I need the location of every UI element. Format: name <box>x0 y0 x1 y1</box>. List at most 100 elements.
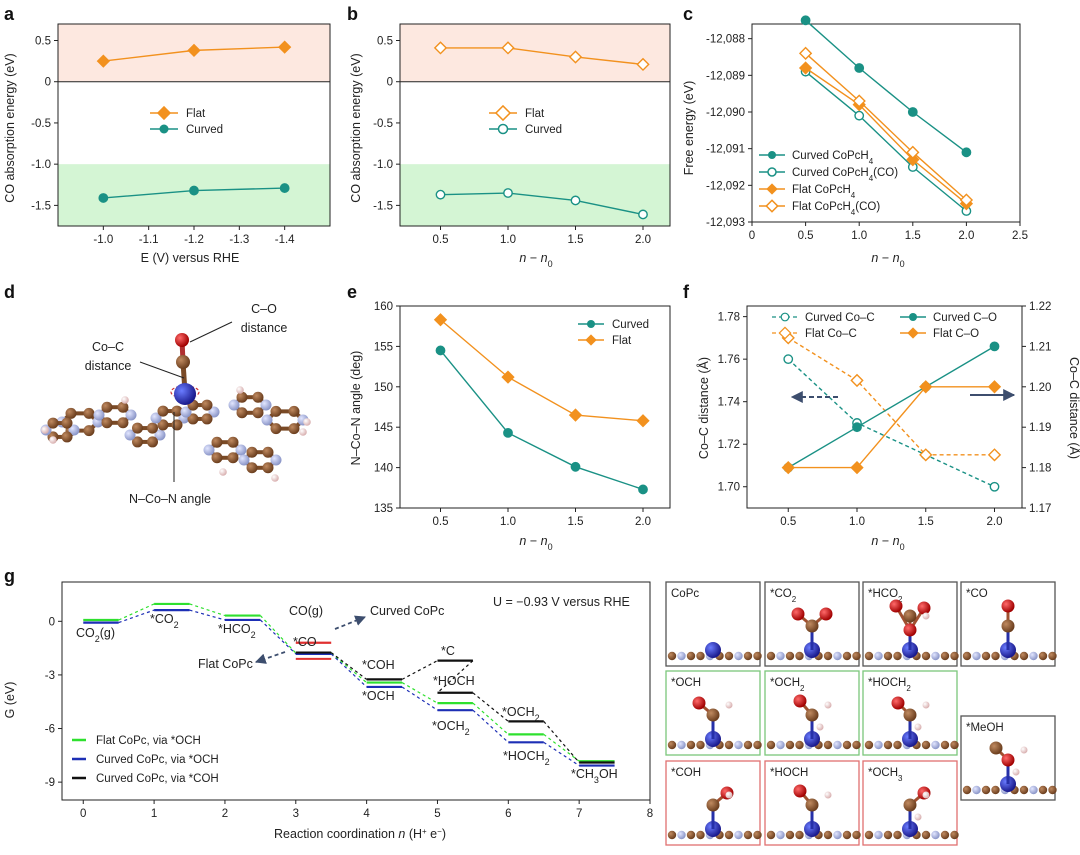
x-tick-label: 1.5 <box>918 516 934 528</box>
curved-coh-connector <box>472 692 509 722</box>
hydrogen-atom <box>303 418 311 426</box>
y-tick-label: -1.0 <box>31 159 51 171</box>
surface-atom <box>852 740 861 750</box>
surface-atom <box>893 740 902 750</box>
y-tick-label: -12,091 <box>706 144 745 156</box>
surface-atom <box>972 651 981 661</box>
flat-c-o-series-point <box>919 380 933 394</box>
curved-series-point <box>503 188 513 198</box>
curved-copch4-co-series-point <box>854 110 865 121</box>
x-tick-label: 1.0 <box>849 516 865 528</box>
legend-e: Curved Flat <box>578 319 649 347</box>
atom <box>288 423 300 435</box>
plot-frame <box>61 581 651 801</box>
surface-atom <box>696 830 705 840</box>
y-axis-label-f-right: Co–C distance (Å) <box>1067 357 1080 459</box>
y-tick-label: -3 <box>45 670 55 682</box>
surface-atom <box>940 651 950 661</box>
structure-thumbnail: *COH <box>665 760 762 846</box>
x-tick-label: 0.5 <box>780 516 796 528</box>
surface-atom <box>724 830 734 840</box>
legend-f: Curved Co–C Flat Co–C Curved C–O Flat C–… <box>772 312 997 340</box>
atom <box>201 413 213 425</box>
atom <box>154 429 166 441</box>
flat-copch4-co-series-point <box>959 193 974 207</box>
thumbnail-label: *HOCH2 <box>868 677 911 693</box>
flat-series-line <box>440 47 644 66</box>
y-tick-label: -12,093 <box>706 217 745 229</box>
adsorbate-structure-grid: CoPc *CO2 *HCO2 *CO *OCH *OCH2 *HOCH2 *MeOH *COH… <box>665 581 1057 846</box>
y-tick-label: 0 <box>49 616 55 628</box>
adsorbate-atom <box>706 708 720 722</box>
plot-frame <box>746 305 1023 509</box>
flat-series-point <box>568 50 583 64</box>
surface-atom <box>795 651 804 661</box>
legend-flat-co-c: Flat Co–C <box>805 328 857 340</box>
legend-flat-b: Flat <box>525 108 545 120</box>
x-tick-label: 1.5 <box>905 230 921 242</box>
c-o-label: C–O <box>251 302 277 316</box>
surface-atom <box>1019 651 1029 661</box>
hydrogen-atom <box>914 723 922 731</box>
flat-series-point <box>96 54 110 68</box>
curved-copch4-series-point <box>961 147 972 158</box>
y-right-tick-label: 1.20 <box>1029 382 1051 394</box>
curved-c-o-series-point <box>852 422 862 433</box>
surface-atom <box>950 830 959 840</box>
curved-och-connector <box>259 619 297 655</box>
hydrogen-atom <box>1020 746 1028 754</box>
thumbnail-label: *HOCH <box>770 767 808 779</box>
atom <box>246 446 258 458</box>
surface-atom <box>833 830 842 840</box>
thumbnail-label: CoPc <box>671 588 699 600</box>
surface-atom <box>931 830 940 840</box>
atom <box>157 419 169 431</box>
flat-series-point <box>501 41 515 55</box>
atom <box>227 436 239 448</box>
y-axis-label-e: N–Co–N angle (deg) <box>349 351 363 466</box>
surface-atom <box>734 830 743 840</box>
x-tick-label: 0.5 <box>433 516 449 528</box>
curved-copc-arrow <box>334 615 367 630</box>
x-tick-label: -1.4 <box>275 234 295 246</box>
y-tick-label: 1.76 <box>718 354 740 366</box>
curved-series-line <box>439 349 644 491</box>
co2-ads-label: *CO2 <box>150 612 179 630</box>
atom <box>211 436 223 448</box>
curved-co-c-series-point <box>989 481 1000 492</box>
legend-curved-a: Curved <box>186 124 223 136</box>
atom <box>117 417 129 429</box>
y-tick-label: -12,089 <box>706 70 745 82</box>
curved-copch4-series-point <box>800 15 811 26</box>
x-axis-label-e: n − n0 <box>519 534 552 552</box>
curved-series-point <box>570 461 581 472</box>
surface-atom <box>991 651 1000 661</box>
atom <box>132 436 143 448</box>
surface-atom <box>1029 785 1038 795</box>
atom <box>83 407 95 419</box>
surface-atom <box>991 785 1000 795</box>
thumbnail-label: *CO2 <box>770 588 797 604</box>
surface-atom <box>677 830 686 840</box>
x-tick-label: 2 <box>222 808 228 820</box>
atom <box>236 407 248 419</box>
chart-panel-g: 0 1 2 3 4 5 6 7 8 0 -3 -6 -9 U = −0.93 V versus RHE … <box>3 581 653 841</box>
adsorbate-atom <box>917 601 931 615</box>
chart-panel-e: 0.5 1.0 1.5 2.0 135 140 145 150 155 160 Curved Fl… <box>349 301 671 552</box>
atom <box>147 436 158 448</box>
surface-atom <box>842 740 852 750</box>
atom <box>171 419 183 431</box>
flat-copch4-co-series-point <box>798 46 813 60</box>
surface-atom <box>823 651 833 661</box>
surface-atom <box>776 651 785 661</box>
adsorbate-atom <box>706 798 720 812</box>
coh-label: *COH <box>362 658 395 672</box>
surface-atom <box>962 651 972 661</box>
chart-panel-b: 0.5 1.0 1.5 2.0 0.5 0 -0.5 -1.0 -1.5 Flat Curved… <box>349 23 671 269</box>
adsorbate-atom <box>793 694 807 708</box>
atom <box>270 423 282 435</box>
legend-flat-copch4-co: Flat CoPcH4(CO) <box>792 201 880 217</box>
flat-co-c-series-point <box>987 448 1002 462</box>
surface-atom <box>1038 651 1048 661</box>
legend-flat-och: Flat CoPc, via *OCH <box>96 735 201 747</box>
